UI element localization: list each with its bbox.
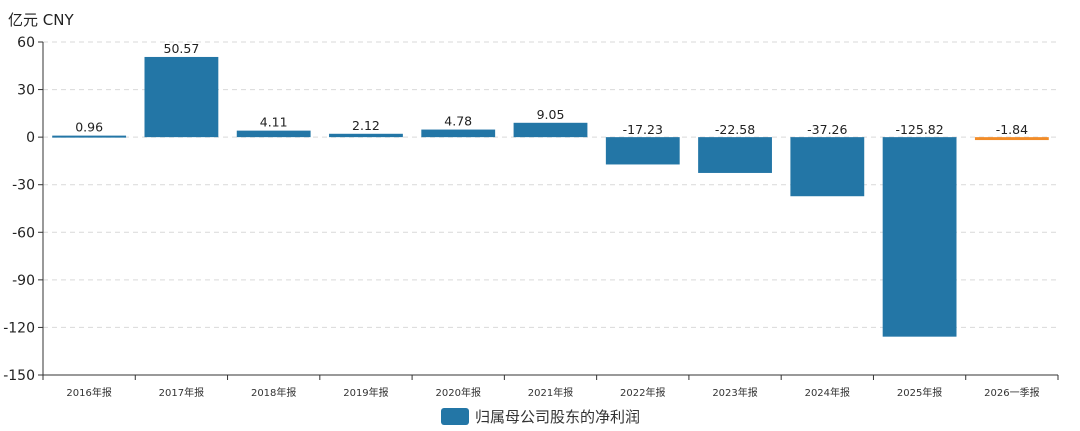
x-axis: 2016年报 2017年报 2018年报 2019年报 2020年报 2021年报 2022… (42, 374, 1059, 399)
x-tick-label: 2022年报 (620, 386, 665, 399)
y-tick-label: -60 (12, 225, 35, 241)
bar[interactable] (329, 133, 403, 138)
data-label: -1.84 (996, 122, 1028, 137)
data-label: 0.96 (75, 120, 103, 135)
data-label: 50.57 (164, 41, 200, 56)
bar[interactable] (790, 137, 865, 197)
x-tick-label: 2016年报 (66, 386, 111, 399)
y-axis-unit-label: 亿元 CNY (8, 11, 74, 29)
y-tick-label: -120 (3, 320, 35, 336)
bar[interactable] (974, 137, 1049, 141)
bar[interactable] (882, 137, 957, 337)
x-tick-label: 2021年报 (528, 386, 573, 399)
bar[interactable] (144, 56, 219, 138)
bar[interactable] (605, 137, 680, 165)
x-tick-label: 2025年报 (897, 386, 942, 399)
x-tick-label: 2026一季报 (984, 386, 1039, 399)
x-tick-label: 2019年报 (343, 386, 388, 399)
bar[interactable] (52, 135, 127, 138)
data-label: -22.58 (715, 122, 755, 137)
x-tick-label: 2018年报 (251, 386, 296, 399)
legend-label[interactable]: 归属母公司股东的净利润 (475, 408, 640, 426)
y-tick-label: -30 (12, 178, 35, 194)
y-tick-label: -90 (12, 273, 35, 289)
y-tick-label: 60 (17, 35, 35, 51)
data-label: 9.05 (537, 107, 565, 122)
data-label: 4.78 (444, 114, 472, 129)
data-label: -17.23 (623, 122, 663, 137)
bars (52, 56, 1049, 337)
bar[interactable] (236, 130, 311, 138)
x-tick-label: 2023年报 (712, 386, 757, 399)
data-labels: 0.96 50.57 4.11 2.12 4.78 9.05 -17.23 -22.58 -37… (75, 41, 1028, 137)
data-label: 4.11 (260, 115, 288, 130)
y-axis: 60 30 0 -30 -60 -90 -120 -150 (3, 35, 44, 384)
y-tick-label: 30 (17, 83, 35, 99)
bar[interactable] (698, 137, 772, 173)
y-tick-label: -150 (3, 368, 35, 384)
bar[interactable] (513, 122, 588, 138)
data-label: -37.26 (807, 122, 847, 137)
legend-swatch[interactable] (441, 408, 469, 425)
data-label: -125.82 (895, 122, 943, 137)
x-tick-label: 2024年报 (805, 386, 850, 399)
x-tick-label: 2020年报 (436, 386, 481, 399)
x-tick-label: 2017年报 (159, 386, 204, 399)
y-tick-label: 0 (26, 130, 35, 146)
legend[interactable]: 归属母公司股东的净利润 (441, 408, 640, 426)
data-label: 2.12 (352, 118, 380, 133)
bar[interactable] (421, 129, 496, 138)
